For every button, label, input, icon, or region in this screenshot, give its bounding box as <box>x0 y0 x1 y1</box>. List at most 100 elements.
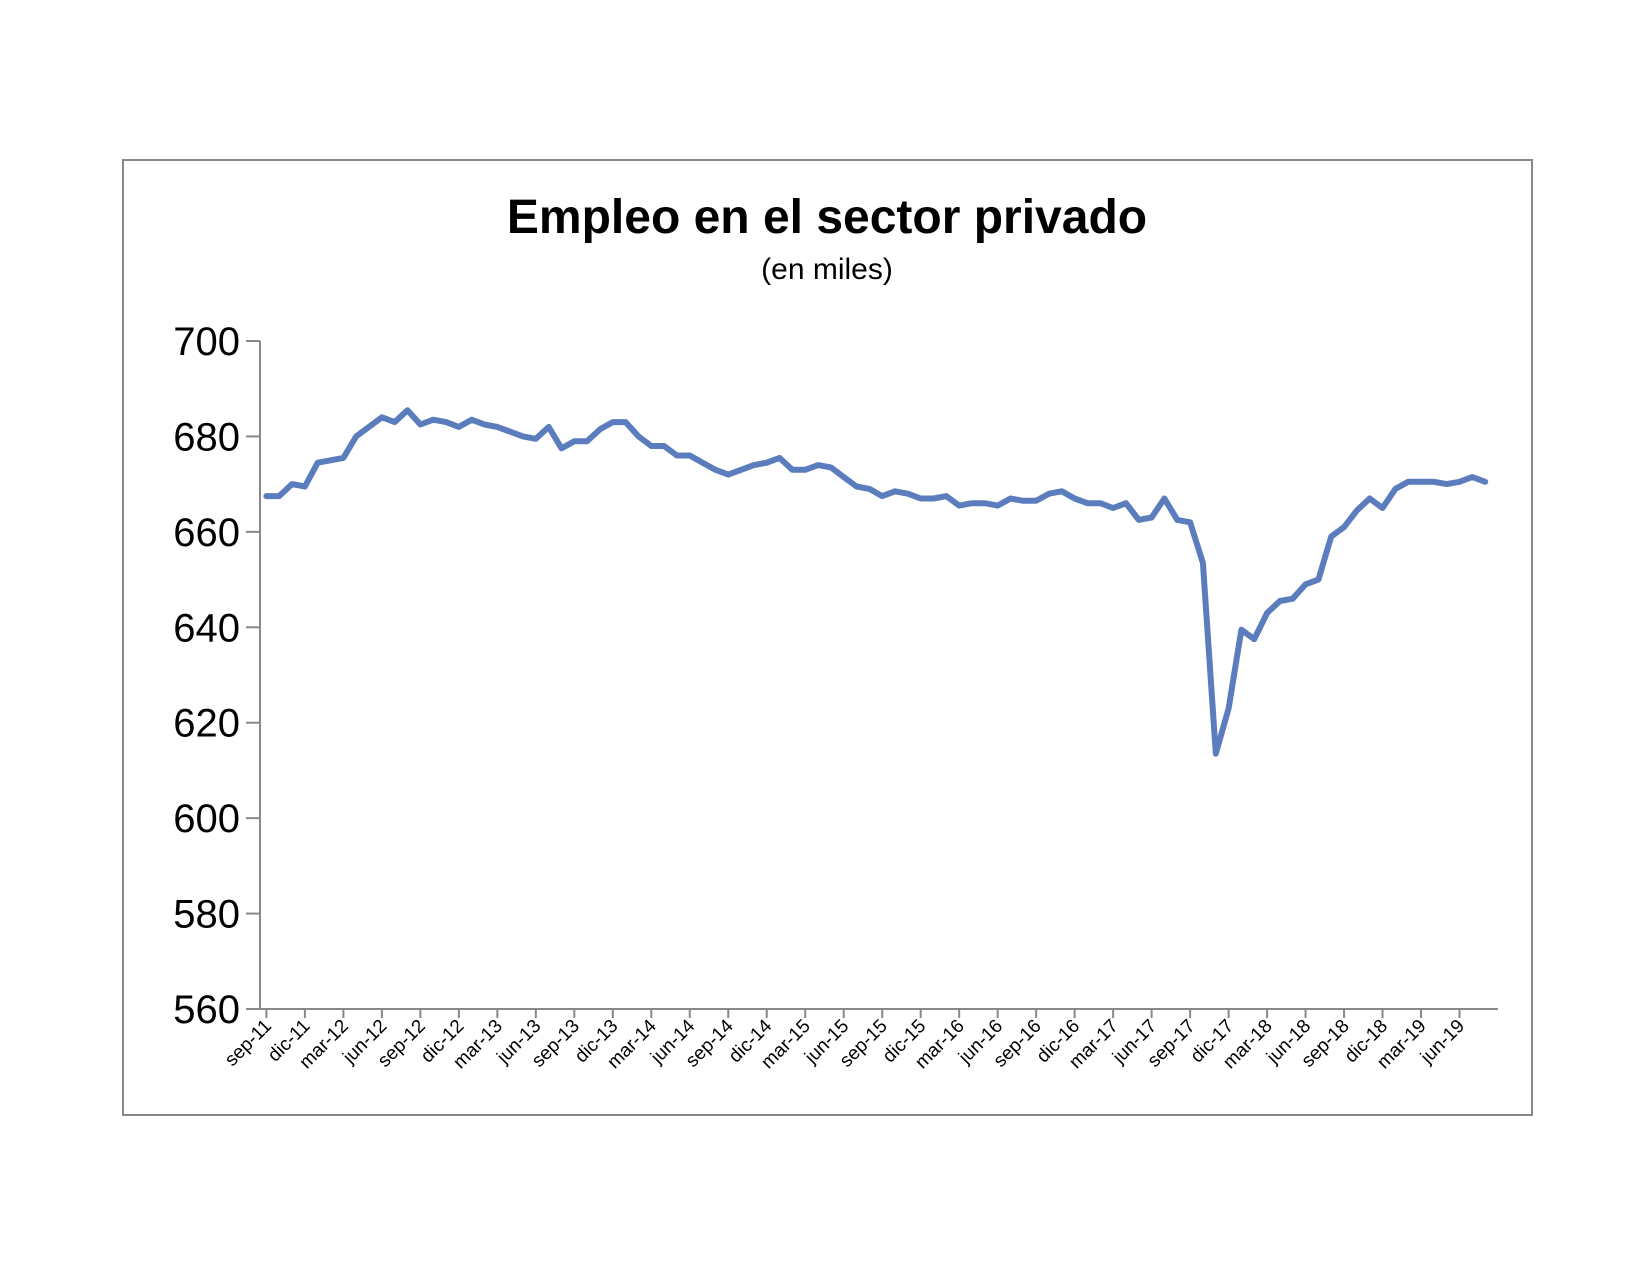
data-point <box>879 493 885 499</box>
data-point <box>931 496 937 502</box>
data-point <box>1161 496 1167 502</box>
y-tick-label: 620 <box>173 702 240 746</box>
data-point <box>661 443 667 449</box>
data-point <box>1405 479 1411 485</box>
data-point <box>494 424 500 430</box>
data-point <box>276 493 282 499</box>
data-point <box>559 445 565 451</box>
data-point <box>430 417 436 423</box>
data-point <box>405 407 411 413</box>
data-point <box>353 433 359 439</box>
data-point <box>866 486 872 492</box>
y-tick-label: 680 <box>173 415 240 459</box>
data-point <box>379 414 385 420</box>
data-point <box>956 503 962 509</box>
data-point <box>700 460 706 466</box>
y-tick-label: 600 <box>173 797 240 841</box>
data-point <box>1303 581 1309 587</box>
y-tick-label: 640 <box>173 606 240 650</box>
data-point <box>392 419 398 425</box>
data-point <box>1238 627 1244 633</box>
chart-title: Empleo en el sector privado <box>507 191 1147 244</box>
data-point <box>417 422 423 428</box>
data-point <box>815 462 821 468</box>
data-point <box>1341 524 1347 530</box>
data-point <box>340 455 346 461</box>
data-point <box>1149 515 1155 521</box>
data-point <box>892 488 898 494</box>
data-point <box>1008 496 1014 502</box>
data-point <box>1174 517 1180 523</box>
data-point <box>263 493 269 499</box>
data-point <box>777 455 783 461</box>
data-point <box>482 422 488 428</box>
data-point <box>533 436 539 442</box>
data-point <box>366 424 372 430</box>
data-point <box>1444 481 1450 487</box>
y-tick-label: 660 <box>173 511 240 555</box>
data-point <box>623 419 629 425</box>
data-point <box>1213 751 1219 757</box>
data-point <box>1482 479 1488 485</box>
y-tick-label: 560 <box>173 988 240 1032</box>
data-point <box>1097 500 1103 506</box>
data-point <box>854 484 860 490</box>
y-tick-label: 580 <box>173 893 240 937</box>
chart-frame: Empleo en el sector privado (en miles) 5… <box>122 159 1533 1116</box>
data-point <box>1392 486 1398 492</box>
data-point <box>520 433 526 439</box>
data-point <box>315 460 321 466</box>
data-point <box>1418 479 1424 485</box>
data-point <box>1136 517 1142 523</box>
data-point <box>597 426 603 432</box>
data-point <box>443 419 449 425</box>
data-point <box>674 453 680 459</box>
data-point <box>289 481 295 487</box>
data-point <box>1380 505 1386 511</box>
data-point <box>1123 500 1129 506</box>
data-point <box>302 484 308 490</box>
data-point <box>687 453 693 459</box>
data-point <box>1251 636 1257 642</box>
data-point <box>469 417 475 423</box>
data-point <box>546 424 552 430</box>
data-point <box>1315 577 1321 583</box>
x-tick-label: jun-19 <box>1416 1016 1469 1069</box>
data-point <box>841 474 847 480</box>
data-point <box>1264 610 1270 616</box>
data-point <box>571 438 577 444</box>
data-point <box>764 460 770 466</box>
data-point <box>943 493 949 499</box>
data-point <box>1085 500 1091 506</box>
data-point <box>1431 479 1437 485</box>
data-point <box>1354 507 1360 513</box>
data-point <box>507 429 513 435</box>
data-point <box>828 464 834 470</box>
data-point <box>328 457 334 463</box>
x-axis: sep-11dic-11mar-12jun-12sep-12dic-12mar-… <box>221 1008 1498 1073</box>
data-point <box>1328 534 1334 540</box>
data-point <box>789 467 795 473</box>
data-point <box>1226 705 1232 711</box>
y-tick-label: 700 <box>173 320 240 364</box>
data-point <box>802 467 808 473</box>
data-point <box>1290 596 1296 602</box>
data-point <box>712 467 718 473</box>
data-point <box>969 500 975 506</box>
data-point <box>751 462 757 468</box>
data-point <box>1469 474 1475 480</box>
y-axis: 560 580 600 620 640 660 680 700 <box>173 320 261 1032</box>
data-point <box>918 496 924 502</box>
chart-subtitle: (en miles) <box>761 253 893 286</box>
data-point <box>456 424 462 430</box>
series-group <box>263 407 1489 757</box>
data-point <box>725 472 731 478</box>
data-point <box>1187 519 1193 525</box>
data-point <box>1200 560 1206 566</box>
data-point <box>1046 491 1052 497</box>
line-chart: Empleo en el sector privado (en miles) 5… <box>173 191 1498 1073</box>
data-point <box>1110 505 1116 511</box>
data-point <box>1277 598 1283 604</box>
data-point <box>610 419 616 425</box>
data-point <box>738 467 744 473</box>
